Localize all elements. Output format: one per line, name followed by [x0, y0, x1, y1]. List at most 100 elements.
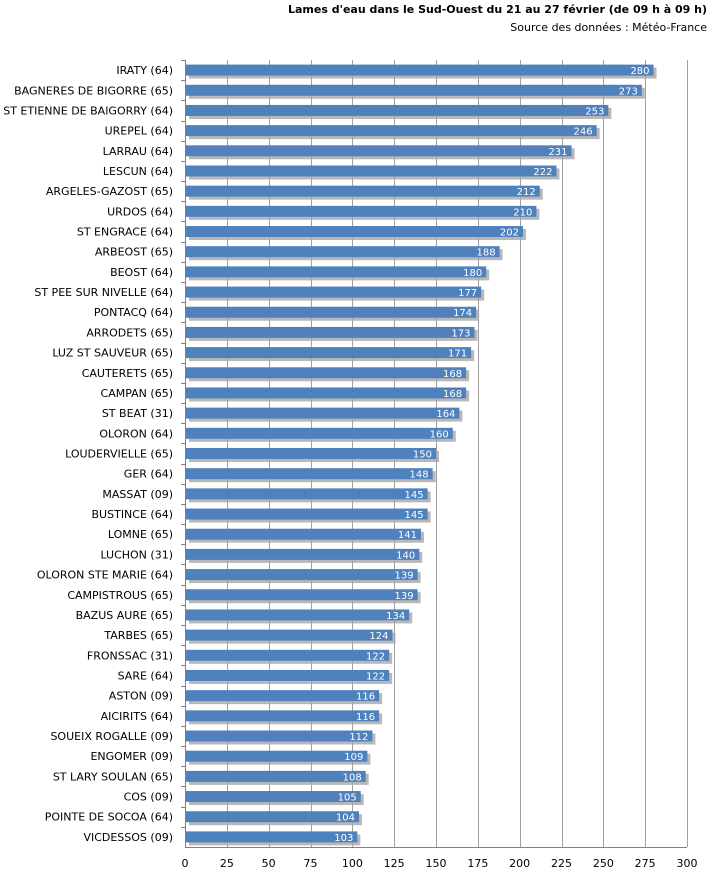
category-label: PONTACQ (64) [94, 306, 173, 319]
x-tick-label: 300 [677, 857, 698, 870]
data-label: 134 [386, 611, 405, 622]
category-label: BAZUS AURE (65) [76, 609, 173, 622]
chart-title: Lames d'eau dans le Sud-Ouest du 21 au 2… [287, 3, 707, 16]
bar [186, 266, 487, 278]
data-label: 171 [448, 349, 467, 360]
category-label: ARGELES-GAZOST (65) [46, 185, 173, 198]
data-label: 180 [463, 268, 482, 279]
category-label: OLORON (64) [99, 427, 173, 440]
category-label: BAGNERES DE BIGORRE (65) [14, 84, 173, 97]
data-label: 246 [574, 127, 593, 138]
data-label: 177 [458, 288, 477, 299]
data-label: 280 [630, 66, 649, 77]
data-label: 145 [405, 490, 424, 501]
data-label: 148 [410, 470, 429, 481]
data-label: 104 [336, 813, 355, 824]
data-label: 139 [394, 591, 413, 602]
bar [186, 508, 428, 520]
bar [186, 448, 436, 459]
category-label: LUCHON (31) [100, 548, 173, 561]
data-label: 122 [366, 651, 385, 662]
x-tick-label: 200 [509, 857, 530, 870]
data-label: 212 [517, 187, 536, 198]
bar [186, 669, 390, 681]
bar [186, 690, 380, 702]
data-label: 222 [533, 167, 552, 178]
category-label: URDOS (64) [107, 205, 173, 218]
category-label: LESCUN (64) [103, 165, 173, 178]
category-label: POINTE DE SOCOA (64) [45, 811, 173, 824]
category-label: CAMPISTROUS (65) [67, 589, 173, 602]
category-label: ARBEOST (65) [95, 246, 173, 259]
bar [186, 347, 472, 359]
bar [186, 367, 467, 379]
category-label: LARRAU (64) [103, 145, 173, 158]
x-tick-label: 225 [551, 857, 572, 870]
bar [186, 387, 467, 399]
bar [186, 488, 428, 500]
category-label: SARE (64) [118, 669, 173, 682]
x-tick-label: 0 [182, 857, 189, 870]
category-label: AICIRITS (64) [101, 710, 173, 723]
data-label: 122 [366, 671, 385, 682]
category-label: GER (64) [124, 468, 173, 481]
bar [186, 710, 380, 722]
category-label: SOUEIX ROGALLE (09) [50, 730, 173, 743]
category-label: ST PEE SUR NIVELLE (64) [34, 286, 173, 299]
data-label: 173 [451, 328, 470, 339]
data-label: 164 [436, 409, 455, 420]
data-label: 116 [356, 712, 375, 723]
bar [186, 84, 642, 96]
data-label: 150 [413, 450, 432, 461]
data-label: 168 [443, 389, 462, 400]
x-tick-label: 75 [304, 857, 318, 870]
data-label: 105 [338, 793, 357, 804]
bar [186, 528, 421, 540]
category-label: ENGOMER (09) [90, 750, 173, 763]
x-tick-label: 250 [593, 857, 614, 870]
data-label: 188 [476, 248, 495, 259]
category-label: FRONSSAC (31) [87, 649, 173, 662]
bar [186, 286, 482, 298]
category-label: ST BEAT (31) [102, 407, 173, 420]
bar [186, 407, 460, 419]
data-label: 273 [619, 86, 638, 97]
x-tick-label: 275 [635, 857, 656, 870]
data-label: 210 [513, 207, 532, 218]
bar [186, 770, 366, 782]
bar [186, 649, 390, 661]
category-label: ST LARY SOULAN (65) [53, 770, 173, 783]
category-label: ASTON (09) [109, 690, 173, 703]
x-tick-label: 100 [342, 857, 363, 870]
data-label: 141 [398, 530, 417, 541]
data-label: 112 [349, 732, 368, 743]
data-label: 140 [396, 550, 415, 561]
data-label: 145 [405, 510, 424, 521]
x-tick-label: 25 [220, 857, 234, 870]
bar [186, 205, 537, 217]
bar [186, 125, 597, 137]
bar [186, 629, 393, 641]
bar [186, 548, 420, 560]
category-label: OLORON STE MARIE (64) [37, 569, 173, 582]
x-tick-label: 175 [467, 857, 488, 870]
bar [186, 165, 557, 177]
data-label: 202 [500, 228, 519, 239]
bar [186, 246, 500, 258]
data-label: 109 [344, 752, 363, 763]
category-label: BEOST (64) [110, 266, 173, 279]
data-label: 253 [585, 106, 604, 117]
category-label: TARBES (65) [103, 629, 173, 642]
bar [186, 326, 475, 338]
category-label: BUSTINCE (64) [92, 508, 173, 521]
x-tick-label: 150 [426, 857, 447, 870]
bar [186, 104, 609, 116]
bar [186, 185, 540, 197]
category-label: ARRODETS (65) [86, 326, 173, 339]
category-label: MASSAT (09) [102, 488, 173, 501]
bar [186, 226, 524, 238]
category-label: ST ENGRACE (64) [77, 226, 173, 239]
chart-subtitle: Source des données : Météo-France [510, 21, 707, 34]
category-label: ST ETIENNE DE BAIGORRY (64) [3, 104, 173, 117]
category-label: COS (09) [124, 791, 173, 804]
